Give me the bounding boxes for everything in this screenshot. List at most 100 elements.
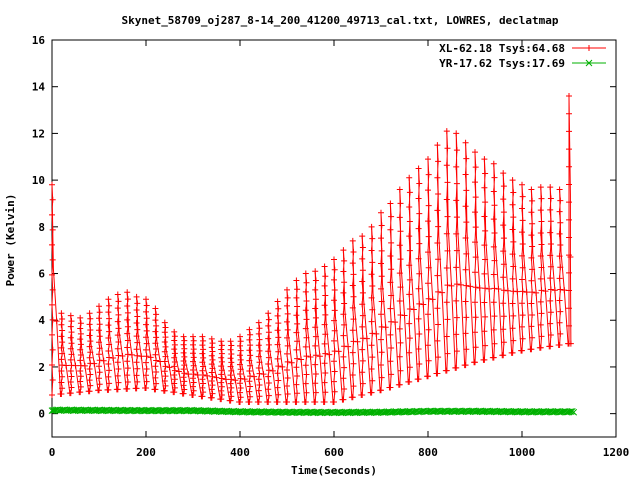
series-xl-point (246, 388, 253, 395)
series-xl-point (96, 351, 102, 358)
series-xl-point (439, 289, 446, 296)
series-xl-point (303, 279, 310, 286)
series-xl-point (556, 253, 563, 260)
series-xl-point (537, 344, 544, 351)
series-xl-point (401, 312, 408, 319)
series-xl-point (247, 393, 254, 400)
series-xl-point (491, 313, 498, 320)
series-xl-point (265, 322, 272, 329)
series-xl-point (284, 350, 290, 357)
series-xl-point (369, 377, 376, 384)
series-xl-point (504, 287, 511, 294)
series-xl-point (382, 324, 389, 331)
series-xl-point (199, 333, 206, 340)
series-xl-point (566, 163, 572, 170)
series-xl-point (255, 342, 262, 349)
series-xl-point (509, 275, 516, 282)
series-xl-point (500, 352, 507, 359)
series-xl-point (171, 367, 178, 374)
series-xl-point (537, 207, 544, 214)
series-xl-point (86, 365, 93, 372)
series-xl-point (274, 341, 281, 348)
series-xl-point (312, 324, 319, 331)
series-xl-point (208, 335, 215, 342)
series-xl-point (349, 260, 356, 267)
series-xl-point (200, 363, 207, 370)
series-xl-point (322, 331, 329, 338)
series-xl-point (462, 139, 469, 146)
series-xl-point (67, 334, 74, 341)
series-xl-point (256, 370, 263, 377)
series-xl-point (340, 247, 347, 254)
y-tick-label: 8 (38, 221, 45, 234)
series-xl-point (547, 184, 554, 191)
series-xl-point (237, 398, 243, 405)
series-xl-point (190, 354, 197, 361)
series-xl-point (453, 197, 460, 204)
series-xl-point (331, 378, 337, 385)
series-xl-point (434, 272, 441, 279)
series-xl-point (387, 331, 394, 338)
series-xl-point (406, 218, 413, 225)
series-xl-point (566, 93, 572, 100)
series-xl-point (128, 351, 135, 358)
series-xl-point (124, 303, 131, 310)
series-xl-point (482, 313, 489, 320)
series-xl-point (462, 171, 469, 178)
series-xl-point (547, 195, 554, 202)
series-xl-point (77, 320, 84, 327)
series-xl-point (49, 211, 55, 218)
series-xl-point (303, 334, 310, 341)
series-xl-point (388, 371, 395, 378)
series-xl-point (472, 164, 479, 171)
series-xl-point (566, 234, 572, 241)
series-xl-point (237, 361, 243, 368)
y-tick-label: 0 (38, 408, 45, 421)
series-xl-point (49, 181, 55, 188)
series-xl-point (237, 347, 244, 354)
series-xl-point (444, 350, 451, 357)
series-xl-point (443, 196, 450, 203)
series-xl-point (237, 370, 243, 377)
series-xl-point (491, 174, 498, 181)
series-xl-point (190, 358, 196, 365)
series-xl-point (232, 377, 239, 384)
series-xl-point (331, 297, 337, 304)
series-xl-point (322, 292, 329, 299)
series-xl-point (143, 372, 149, 379)
series-xl-point (472, 254, 479, 261)
series-xl-point (199, 342, 206, 349)
series-xl-point (350, 383, 357, 390)
series-xl-point (406, 203, 413, 210)
series-xl-point (302, 380, 309, 387)
series-xl-point (481, 270, 488, 277)
series-xl-point (378, 298, 385, 305)
series-xl-point (566, 287, 572, 294)
series-xl-point (463, 282, 470, 289)
series-xl-point (529, 220, 536, 227)
series-xl-point (537, 321, 544, 328)
series-xl-point (133, 333, 140, 340)
series-xl-point (312, 342, 319, 349)
series-xl-point (481, 184, 488, 191)
series-xl-point (368, 318, 375, 325)
series-xl-point (302, 288, 309, 295)
series-xl-point (133, 306, 140, 313)
series-xl-point (416, 180, 423, 187)
series-xl-point (208, 369, 215, 376)
series-xl-point (388, 266, 395, 273)
series-xl-point (265, 341, 272, 348)
series-xl-point (171, 350, 178, 357)
series-xl-point (227, 346, 234, 353)
series-xl-point (547, 286, 554, 293)
series-xl-point (341, 257, 348, 264)
series-xl-point (302, 343, 309, 350)
series-xl-point (566, 146, 572, 153)
y-tick-label: 4 (38, 314, 45, 327)
series-xl-point (190, 337, 197, 344)
series-xl-point (425, 218, 431, 225)
series-xl-point (368, 247, 375, 254)
series-xl-point (312, 296, 319, 303)
series-xl-point (463, 155, 470, 162)
series-xl-point (416, 300, 423, 307)
